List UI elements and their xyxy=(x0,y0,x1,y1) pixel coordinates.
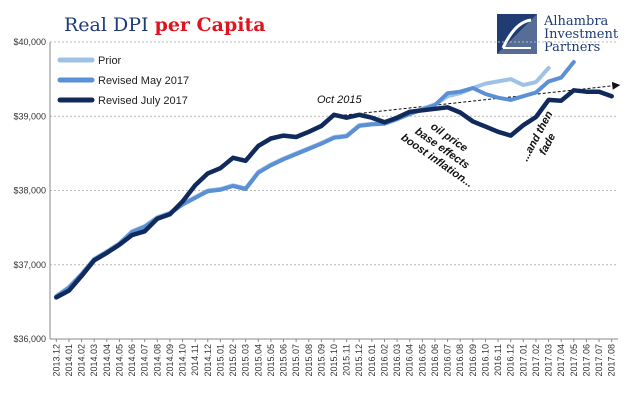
chart-title: Real DPI per Capita xyxy=(64,14,266,36)
x-tick-label: 2016.10 xyxy=(480,344,490,377)
y-tick-label: $38,000 xyxy=(13,186,46,196)
x-tick-label: 2014.04 xyxy=(102,344,112,377)
brand-line-3: Partners xyxy=(544,40,600,55)
x-tick-label: 2013.12 xyxy=(51,344,61,377)
brand-line-1: Alhambra xyxy=(543,14,609,29)
y-tick-label: $40,000 xyxy=(13,37,46,47)
x-tick-label: 2017.01 xyxy=(518,344,528,377)
x-tick-label: 2016.09 xyxy=(468,344,478,377)
x-tick-label: 2017.08 xyxy=(607,344,617,377)
y-tick-label: $36,000 xyxy=(13,334,46,344)
x-tick-label: 2016.05 xyxy=(417,344,427,377)
x-tick-label: 2016.07 xyxy=(443,344,453,377)
x-tick-label: 2014.10 xyxy=(178,344,188,377)
series-line-revised-may-2017 xyxy=(54,60,576,299)
legend-label-may: Revised May 2017 xyxy=(98,75,189,87)
x-tick-label: 2014.09 xyxy=(165,344,175,377)
series-lines xyxy=(54,60,614,300)
legend-label-july: Revised July 2017 xyxy=(98,95,188,107)
x-tick-label: 2014.08 xyxy=(152,344,162,377)
x-tick-label: 2015.06 xyxy=(279,344,289,377)
x-tick-label: 2014.06 xyxy=(127,344,137,377)
x-tick-labels: 2013.12 2014.01 2014.02 2014.03 2014.04 2014.… xyxy=(51,344,616,377)
x-tick-label: 2016.03 xyxy=(392,344,402,377)
trend-line xyxy=(333,81,621,117)
y-tick-labels: $36,000 $37,000 $38,000 $39,000 $40,000 xyxy=(13,37,46,344)
axes xyxy=(49,42,618,342)
x-tick-label: 2015.02 xyxy=(228,344,238,377)
x-tick-label: 2016.02 xyxy=(379,344,389,377)
x-tick-label: 2014.11 xyxy=(190,344,200,376)
x-tick-label: 2016.12 xyxy=(506,344,516,377)
x-tick-label: 2017.07 xyxy=(594,344,604,377)
legend-label-prior: Prior xyxy=(98,55,122,67)
x-tick-label: 2017.02 xyxy=(531,344,541,377)
x-tick-label: 2016.11 xyxy=(493,344,503,376)
alhambra-logo-icon xyxy=(497,14,537,54)
x-tick-label: 2014.02 xyxy=(77,344,87,377)
annotation-oct-2015: Oct 2015 xyxy=(317,94,363,106)
x-tick-label: 2014.07 xyxy=(140,344,150,377)
x-tick-label: 2017.03 xyxy=(544,344,554,377)
x-tick-label: 2014.12 xyxy=(203,344,213,377)
x-tick-label: 2015.04 xyxy=(253,344,263,377)
x-tick-label: 2015.08 xyxy=(304,344,314,377)
legend: Prior Revised May 2017 Revised July 2017 xyxy=(57,55,189,107)
x-tick-label: 2015.09 xyxy=(316,344,326,377)
x-tick-label: 2014.01 xyxy=(64,344,74,377)
brand-line-2: Investment xyxy=(544,27,619,42)
x-tick-label: 2015.01 xyxy=(215,344,225,377)
x-tick-label: 2016.06 xyxy=(430,344,440,377)
y-tick-label: $39,000 xyxy=(13,111,46,121)
x-tick-label: 2017.04 xyxy=(556,344,566,377)
x-tick-label: 2016.04 xyxy=(405,344,415,377)
title-part-1: Real DPI xyxy=(64,14,155,36)
x-tick-label: 2015.03 xyxy=(241,344,251,377)
brand-logo: Alhambra Investment Partners xyxy=(497,14,619,55)
x-tick-label: 2015.05 xyxy=(266,344,276,377)
x-tick-label: 2017.05 xyxy=(569,344,579,377)
title-part-2: per Capita xyxy=(155,14,266,36)
x-tick-label: 2015.12 xyxy=(354,344,364,377)
x-tick-label: 2015.07 xyxy=(291,344,301,377)
annotation-fade: ...and then fade xyxy=(519,109,558,163)
x-tick-label: 2016.08 xyxy=(455,344,465,377)
x-tick-label: 2014.05 xyxy=(114,344,124,377)
series-line-revised-july-2017 xyxy=(54,88,614,300)
x-tick-label: 2015.10 xyxy=(329,344,339,377)
x-tick-label: 2014.03 xyxy=(89,344,99,377)
y-tick-label: $37,000 xyxy=(13,260,46,270)
x-tick-label: 2017.06 xyxy=(581,344,591,377)
trend-arrow xyxy=(333,81,621,117)
x-tick-label: 2015.11 xyxy=(342,344,352,376)
x-tick-label: 2016.01 xyxy=(367,344,377,377)
